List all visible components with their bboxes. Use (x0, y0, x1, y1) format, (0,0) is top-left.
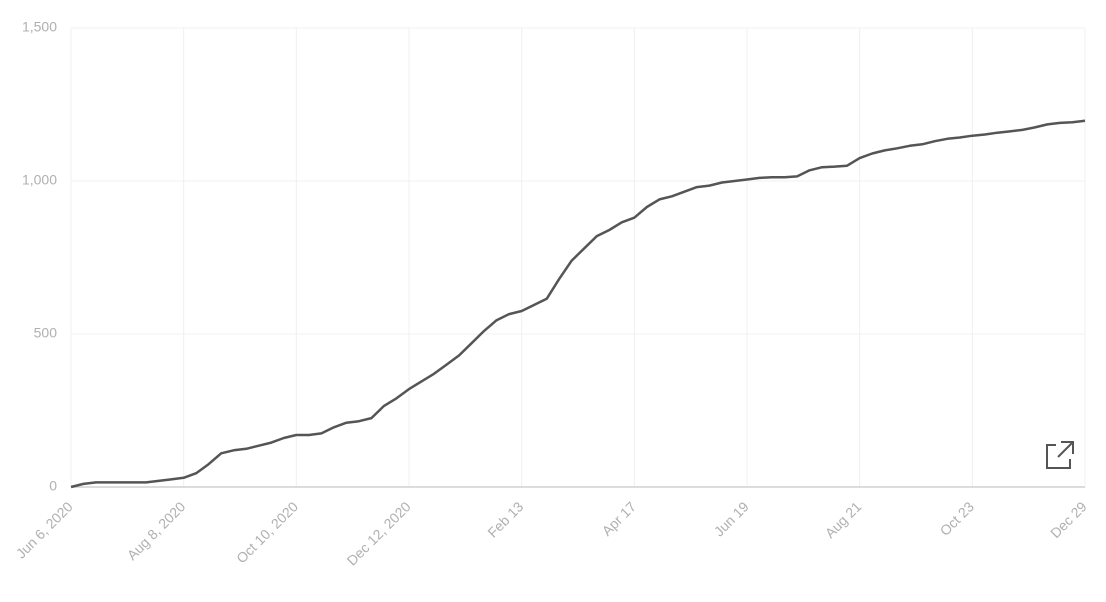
x-tick-label: Jun 19 (711, 498, 752, 539)
x-tick-label: Dec 12, 2020 (344, 498, 414, 568)
y-tick-label: 500 (34, 325, 58, 341)
x-tick-label: Oct 23 (937, 498, 978, 539)
line (70, 119, 1086, 489)
open-external-icon[interactable] (1046, 441, 1074, 469)
y-tick-label: 1,500 (22, 19, 57, 35)
x-tick-label: Dec 29 (1047, 498, 1090, 541)
x-tick-label: Feb 13 (484, 498, 526, 540)
x-tick-label: Apr 17 (599, 498, 640, 539)
y-tick-label: 0 (49, 478, 57, 494)
y-tick-label: 1,000 (22, 172, 57, 188)
x-tick-label: Oct 10, 2020 (233, 498, 301, 566)
x-tick-label: Aug 21 (822, 498, 865, 541)
x-tick-label: Aug 8, 2020 (124, 498, 189, 563)
icon-box (1046, 444, 1071, 469)
icon-arrow (1057, 441, 1074, 458)
x-tick-label: Jun 6, 2020 (13, 498, 76, 561)
